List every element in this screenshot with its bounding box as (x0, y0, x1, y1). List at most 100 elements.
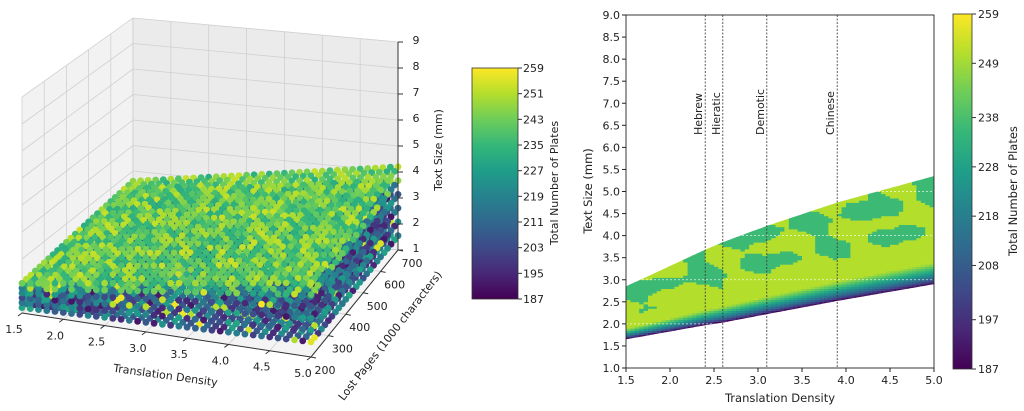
scatter-point (338, 250, 346, 257)
scatter-point (263, 243, 270, 251)
scatter-point (301, 216, 308, 223)
scatter-point (239, 244, 246, 251)
scatter-point (380, 173, 387, 180)
scatter-point (344, 210, 351, 217)
scatter-point (295, 242, 303, 250)
scatter-point (342, 232, 350, 240)
scatter-point (289, 220, 297, 228)
scatter-point (214, 235, 222, 243)
scatter-point (380, 181, 388, 189)
scatter-point (261, 217, 269, 225)
grid-line (21, 94, 134, 179)
scatter-point (361, 187, 369, 195)
scatter-point (317, 215, 324, 223)
scatter-point (234, 231, 242, 238)
scatter-point (274, 230, 282, 237)
scatter-point (258, 230, 266, 238)
scatter-point (210, 240, 218, 248)
scatter-point (349, 223, 357, 231)
scatter-point (273, 221, 281, 229)
scatter-point (373, 191, 381, 198)
scatter-point (314, 229, 321, 236)
scatter-point (255, 243, 262, 251)
scatter-point (254, 234, 262, 242)
scatter-point (293, 216, 301, 224)
grid-line (21, 17, 134, 98)
scatter-point (214, 244, 222, 252)
grid-line (21, 68, 134, 152)
scatter-point (182, 245, 190, 252)
scatter-point (321, 219, 328, 227)
scatter-point (286, 234, 294, 241)
scatter-point (372, 173, 380, 181)
scatter-point (285, 216, 293, 224)
scatter-point (366, 213, 374, 221)
scatter-point (365, 182, 373, 190)
scatter-point (294, 233, 302, 241)
scatter-point (331, 197, 339, 205)
scatter-point (316, 206, 324, 214)
grid-line (21, 145, 134, 233)
scatter-point (326, 233, 334, 241)
scatter-point (387, 163, 394, 171)
scatter-point (362, 196, 370, 203)
scatter-point (226, 239, 234, 247)
scatter-point (206, 235, 214, 243)
scatter-point (358, 191, 365, 199)
scatter-point (254, 226, 261, 234)
scatter-point (262, 234, 270, 242)
scatter-point (341, 223, 349, 231)
scatter-point (363, 205, 371, 212)
scatter-point (354, 196, 362, 204)
scatter-point (337, 219, 344, 227)
scatter-point (258, 239, 266, 247)
scatter-point (277, 216, 285, 224)
scatter-point (366, 200, 374, 208)
scatter-point (250, 239, 258, 247)
scatter-point (250, 221, 257, 229)
scatter-point (297, 211, 304, 219)
scatter-point (375, 168, 383, 176)
scatter-point (345, 228, 353, 235)
scatter-point (230, 235, 238, 243)
scatter-point (266, 239, 274, 246)
grid-line (132, 68, 399, 95)
grid-line (132, 119, 399, 147)
scatter-point (391, 181, 398, 189)
scatter-point (359, 200, 366, 208)
scatter-point (226, 231, 234, 239)
scatter-point (282, 229, 289, 237)
scatter-point (190, 244, 198, 252)
scatter-point (281, 212, 289, 220)
scatter-point (366, 191, 373, 199)
scatter-point (222, 235, 230, 243)
scatter-point (323, 197, 331, 205)
scatter-point (246, 235, 254, 242)
scatter-point (262, 225, 269, 233)
scatter-point (278, 225, 285, 233)
scatter-point (334, 233, 342, 240)
scatter-point (359, 209, 367, 217)
scatter-point (339, 197, 346, 204)
scatter-point (357, 174, 364, 182)
scatter-point (312, 211, 320, 219)
scatter-point (391, 168, 398, 175)
grid-line (132, 43, 399, 69)
scatter-point (354, 187, 361, 195)
scatter-point (325, 224, 333, 232)
grid-line (132, 17, 399, 43)
scatter-point (234, 222, 242, 230)
grid-line (132, 94, 399, 121)
scatter-point (238, 235, 246, 243)
scatter-point (266, 230, 274, 238)
scatter-point (306, 238, 314, 245)
scatter-point (380, 195, 388, 203)
scatter-point (270, 225, 277, 233)
scatter-point (210, 231, 218, 239)
scatter-point (377, 186, 384, 194)
scatter-point (342, 192, 350, 200)
scatter-point (342, 245, 350, 253)
scatter-point (273, 212, 281, 220)
scatter-point (364, 173, 372, 181)
